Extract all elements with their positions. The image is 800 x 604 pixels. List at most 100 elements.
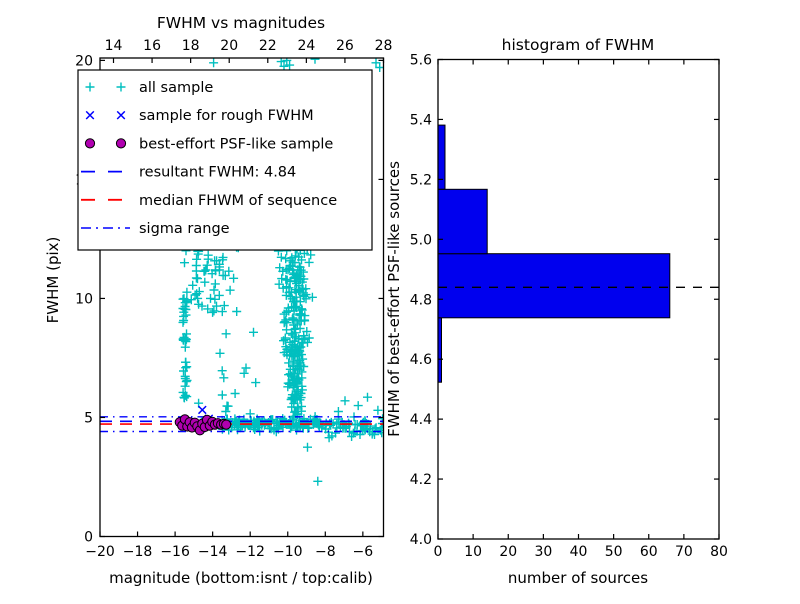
scatter-point (285, 256, 295, 266)
scatter-point (295, 286, 305, 296)
scatter-point (179, 392, 189, 402)
scatter-point (266, 424, 276, 434)
scatter-point (276, 252, 286, 262)
scatter-point (179, 316, 189, 325)
scatter-point (291, 302, 300, 311)
scatter-point (214, 259, 224, 269)
scatter-point (291, 394, 300, 404)
scatter-point (223, 401, 233, 411)
x-tick-label-bottom: −8 (315, 544, 336, 560)
scatter-point (233, 425, 242, 435)
x-tick-label: 70 (675, 544, 693, 560)
scatter-point (295, 324, 305, 333)
histogram-bars (437, 124, 671, 383)
scatter-point (294, 252, 304, 262)
scatter-point (290, 378, 300, 387)
scatter-point (179, 332, 189, 342)
scatter-point (214, 290, 224, 300)
scatter-point (267, 415, 277, 425)
scatter-point (249, 327, 258, 337)
x-tick-label-bottom: −16 (160, 544, 190, 560)
scatter-point (295, 365, 305, 375)
scatter-point (239, 368, 249, 378)
scatter-point (297, 401, 306, 411)
y-tick-label: 0 (84, 530, 93, 546)
scatter-point (194, 287, 204, 297)
x-tick-label: 20 (499, 544, 517, 560)
scatter-point (281, 274, 291, 284)
scatter-point (251, 378, 261, 388)
x-tick-label-top: 22 (259, 38, 277, 54)
scatter-point (289, 349, 299, 358)
scatter-point (203, 254, 213, 264)
legend-label: sigma range (139, 221, 230, 237)
scatter-point (307, 292, 317, 302)
x-tick-label-top: 24 (297, 38, 315, 54)
y-tick-label: 5 (84, 410, 93, 426)
scatter-point (254, 417, 264, 427)
scatter-point (180, 298, 190, 308)
scatter-point (321, 424, 331, 434)
legend-label: resultant FWHM: 4.84 (139, 165, 296, 181)
scatter-point (241, 363, 251, 373)
scatter-point (215, 348, 225, 358)
scatter-point (225, 285, 235, 295)
scatter-point (219, 373, 229, 383)
scatter-point (298, 354, 308, 364)
legend-label: sample for rough FWHM (139, 108, 314, 124)
scatter-point (274, 279, 284, 289)
scatter-point (292, 279, 301, 289)
scatter-point (210, 256, 220, 266)
scatter-point (182, 362, 192, 372)
legend-circle-marker (115, 138, 127, 149)
scatter-point (313, 476, 323, 486)
scatter-point (288, 313, 298, 323)
y-tick-label: 4.0 (410, 532, 432, 548)
scatter-point (212, 301, 221, 311)
x-tick-label-bottom: −6 (353, 544, 374, 560)
scatter-point (291, 421, 301, 431)
x-tick-label-bottom: −14 (198, 544, 228, 560)
legend-circle-marker (84, 138, 96, 149)
legend-label: all sample (139, 80, 213, 96)
scatter-point (179, 307, 189, 317)
scatter-point (282, 347, 291, 357)
scatter-point (347, 432, 357, 441)
scatter-point (278, 283, 288, 293)
scatter-point (331, 428, 340, 438)
left-axes-frame (99, 57, 385, 538)
scatter-point (210, 294, 220, 304)
scatter-point (232, 307, 242, 316)
scatter-point (230, 389, 240, 398)
x-tick-label-bottom: −10 (273, 544, 303, 560)
x-tick-label-bottom: −12 (235, 544, 265, 560)
scatter-point (340, 396, 350, 406)
scatter-point (191, 273, 201, 283)
y-tick-label: 5.4 (410, 112, 432, 128)
scatter-point (293, 402, 303, 412)
legend-box (77, 69, 373, 251)
rough-fwhm-point (197, 405, 207, 415)
scatter-point (210, 279, 220, 289)
scatter-point (193, 249, 203, 259)
scatter-point (282, 58, 292, 65)
scatter-point (292, 296, 302, 306)
scatter-point (298, 338, 308, 348)
scatter-point (375, 63, 384, 72)
x-tick-label-top: 16 (143, 38, 161, 54)
y-tick-label: 10 (75, 291, 93, 307)
x-tick-label: 40 (570, 544, 588, 560)
x-tick-label: 10 (464, 544, 482, 560)
legend-label: median FHWM of sequence (139, 193, 337, 209)
left-plot-ylabel: FWHM (pix) (44, 237, 62, 324)
scatter-point (202, 260, 212, 270)
scatter-point (282, 275, 292, 285)
y-tick-label: 5.2 (410, 172, 432, 188)
y-tick-label: 5.0 (410, 232, 432, 248)
scatter-point (301, 290, 311, 300)
scatter-point (289, 306, 299, 316)
scatter-all-sample (178, 58, 384, 486)
scatter-point (191, 261, 201, 270)
scatter-point (286, 395, 296, 404)
